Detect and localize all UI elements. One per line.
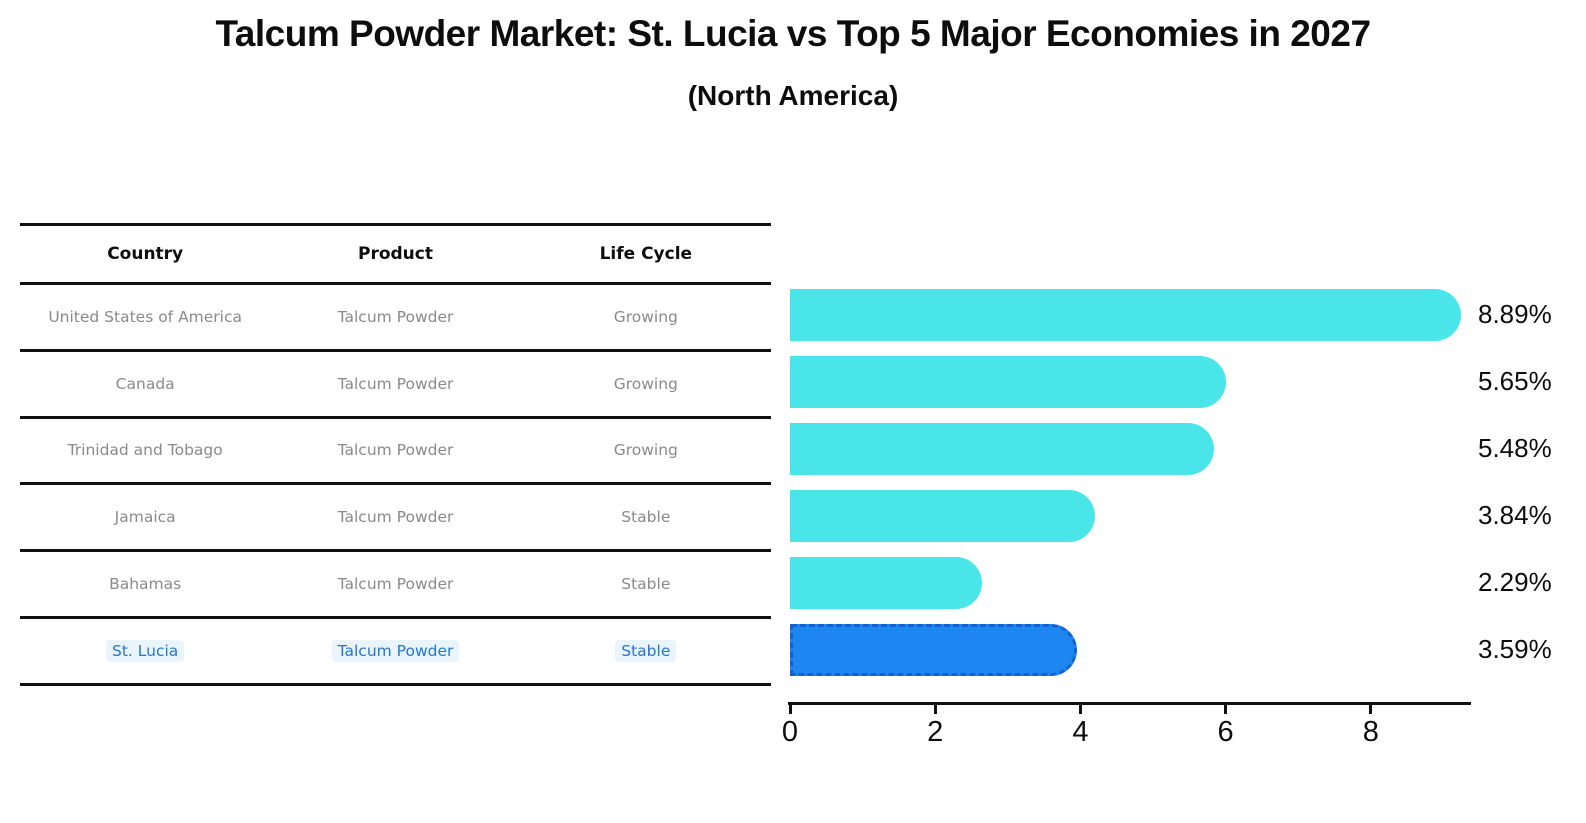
table-cell-country-text: Trinidad and Tobago bbox=[67, 441, 223, 460]
bar-trinidad-and-tobago bbox=[790, 423, 1214, 476]
value-label-st-lucia: 3.59% bbox=[1478, 633, 1552, 664]
comparison-table-body: United States of America Talcum Powder Gro… bbox=[20, 285, 771, 686]
bar-st-lucia bbox=[790, 623, 1077, 676]
bar-bahamas bbox=[790, 556, 983, 609]
table-cell-product-text: Talcum Powder bbox=[337, 441, 454, 460]
value-label-bahamas: 2.29% bbox=[1478, 566, 1552, 597]
table-cell-product-text: Talcum Powder bbox=[337, 307, 454, 326]
bar-plot-area: 8.89% 5.65% 5.48% 3.84% 2.29% 3.59% 0 2 4 6 8 bbox=[782, 282, 1586, 782]
table-cell-product: Talcum Powder bbox=[270, 441, 520, 459]
table-cell-country: St. Lucia bbox=[20, 639, 270, 662]
header-cell-country: Country bbox=[107, 244, 184, 264]
table-cell-product-text: Talcum Powder bbox=[337, 374, 454, 393]
table-cell-life-cycle-text: Stable bbox=[615, 639, 677, 662]
table-cell-life-cycle: Growing bbox=[521, 308, 771, 326]
table-header-row: Country Product Life Cycle bbox=[20, 226, 771, 285]
table-cell-country-text: United States of America bbox=[48, 307, 243, 326]
table-cell-product-text: Talcum Powder bbox=[337, 508, 454, 527]
table-cell-life-cycle-text: Stable bbox=[621, 575, 671, 594]
table-row-canada: Canada Talcum Powder Growing bbox=[20, 352, 771, 419]
x-axis-tick-label-6: 6 bbox=[1217, 716, 1234, 748]
table-cell-country-text: Jamaica bbox=[114, 508, 176, 527]
x-axis-tick-4 bbox=[1078, 705, 1082, 714]
table-cell-country: Bahamas bbox=[20, 575, 270, 593]
x-axis-tick-0 bbox=[788, 705, 792, 714]
table-cell-country-text: Bahamas bbox=[109, 575, 182, 594]
x-axis-tick-label-4: 4 bbox=[1072, 716, 1089, 748]
table-cell-country-text: Canada bbox=[115, 374, 175, 393]
comparison-table: Country Product Life Cycle United States o… bbox=[20, 223, 771, 686]
table-cell-product-text: Talcum Powder bbox=[337, 575, 454, 594]
value-label-trinidad-and-tobago: 5.48% bbox=[1478, 433, 1552, 464]
table-cell-country-text: St. Lucia bbox=[106, 639, 185, 662]
table-cell-life-cycle-text: Growing bbox=[613, 374, 678, 393]
table-cell-life-cycle: Stable bbox=[521, 575, 771, 593]
table-row-united-states-of-america: United States of America Talcum Powder Gro… bbox=[20, 285, 771, 352]
table-cell-life-cycle: Stable bbox=[521, 639, 771, 662]
table-cell-life-cycle: Growing bbox=[521, 441, 771, 459]
table-cell-life-cycle-text: Stable bbox=[621, 508, 671, 527]
table-cell-life-cycle: Stable bbox=[521, 508, 771, 526]
chart-title: Talcum Powder Market: St. Lucia vs Top 5… bbox=[215, 13, 1371, 54]
table-row-bahamas: Bahamas Talcum Powder Stable bbox=[20, 552, 771, 619]
x-axis-tick-label-0: 0 bbox=[781, 716, 799, 748]
table-row-jamaica: Jamaica Talcum Powder Stable bbox=[20, 485, 771, 553]
table-cell-product: Talcum Powder bbox=[270, 508, 520, 526]
table-cell-product: Talcum Powder bbox=[270, 575, 520, 593]
table-cell-product: Talcum Powder bbox=[270, 308, 520, 326]
header-cell-life-cycle: Life Cycle bbox=[599, 244, 693, 264]
value-label-jamaica: 3.84% bbox=[1478, 499, 1552, 530]
bar-united-states-of-america bbox=[790, 289, 1462, 342]
table-cell-country: Canada bbox=[20, 375, 270, 393]
x-axis-tick-label-8: 8 bbox=[1362, 716, 1379, 748]
x-axis-tick-2 bbox=[933, 705, 937, 714]
x-axis-tick-8 bbox=[1369, 705, 1373, 714]
table-cell-country: Jamaica bbox=[20, 508, 270, 526]
table-cell-product: Talcum Powder bbox=[270, 639, 520, 662]
x-axis-tick-6 bbox=[1224, 705, 1228, 714]
x-axis-tick-label-2: 2 bbox=[927, 716, 944, 748]
bar-canada bbox=[790, 356, 1227, 409]
header-cell-product: Product bbox=[357, 244, 433, 264]
value-label-united-states-of-america: 8.89% bbox=[1478, 299, 1552, 330]
bar-jamaica bbox=[790, 489, 1095, 542]
table-cell-country: United States of America bbox=[20, 308, 270, 326]
table-row-st-lucia: St. Lucia Talcum Powder Stable bbox=[20, 619, 771, 686]
table-cell-life-cycle-text: Growing bbox=[613, 441, 678, 460]
chart-subtitle: (North America) bbox=[687, 80, 899, 111]
table-row-trinidad-and-tobago: Trinidad and Tobago Talcum Powder Growing bbox=[20, 419, 771, 486]
table-cell-product-text: Talcum Powder bbox=[331, 639, 460, 662]
table-cell-product: Talcum Powder bbox=[270, 375, 520, 393]
table-cell-life-cycle: Growing bbox=[521, 375, 771, 393]
table-cell-life-cycle-text: Growing bbox=[613, 307, 678, 326]
value-label-canada: 5.65% bbox=[1478, 366, 1552, 397]
x-axis-line bbox=[788, 702, 1471, 705]
table-cell-country: Trinidad and Tobago bbox=[20, 441, 270, 459]
